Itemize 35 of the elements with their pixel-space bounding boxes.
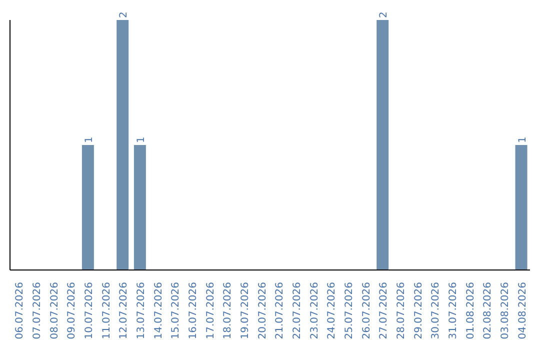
x-tick-label: 19.07.2026 [240,282,251,340]
data-label: 2 [118,12,130,18]
x-tick-label: 15.07.2026 [170,282,182,340]
x-tick-label: 30.07.2026 [430,282,442,340]
x-tick-label: 18.07.2026 [222,282,234,340]
x-tick-label: 21.07.2026 [274,282,286,340]
x-tick-label: 13.07.2026 [136,282,147,340]
x-tick-label: 03.08.2026 [500,282,511,340]
x-tick-label: 07.07.2026 [32,282,43,340]
data-label: 1 [517,136,528,143]
x-tick-label: 22.07.2026 [292,282,303,340]
x-tick-label: 02.08.2026 [482,282,494,340]
x-tick-label: 06.07.2026 [14,282,26,340]
x-tick-label: 11.07.2026 [101,282,112,340]
x-tick-label: 31.07.2026 [448,282,459,340]
x-tick-label: 01.08.2026 [465,282,476,340]
data-label: 2 [378,12,390,18]
x-tick-label: 25.07.2026 [344,282,355,340]
x-tick-label: 29.07.2026 [413,282,424,340]
x-tick-label: 14.07.2026 [153,282,164,340]
x-tick-label: 08.07.2026 [49,282,60,340]
x-tick-label: 27.07.2026 [378,282,390,340]
data-label: 1 [136,136,147,143]
x-tick-label: 09.07.2026 [66,282,78,340]
x-tick-label: 23.07.2026 [309,282,320,340]
x-tick-label: 26.07.2026 [361,282,372,340]
x-tick-label: 10.07.2026 [84,282,95,340]
x-tick-label: 16.07.2026 [188,282,199,340]
x-tick-label: 28.07.2026 [396,282,407,340]
x-tick-label: 04.08.2026 [517,282,528,340]
x-tick-label: 20.07.2026 [257,282,268,340]
data-label: 1 [84,136,95,143]
x-tick-label: 24.07.2026 [326,282,338,340]
x-tick-label: 17.07.2026 [205,282,216,340]
x-tick-label: 12.07.2026 [118,282,130,340]
